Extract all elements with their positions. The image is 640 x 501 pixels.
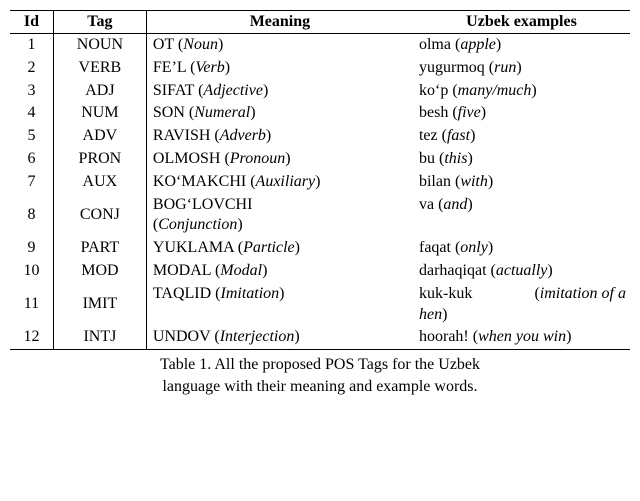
cell-id: 1 bbox=[10, 34, 53, 57]
table-row: 6PRONOLMOSH (Pronoun)bu (this) bbox=[10, 148, 630, 171]
cell-ex: darhaqiqat (actually) bbox=[413, 260, 630, 283]
cell-mean: KO‘MAKCHI (Auxiliary) bbox=[146, 171, 413, 194]
cell-id: 11 bbox=[10, 283, 53, 327]
cell-tag: PART bbox=[53, 237, 146, 260]
cell-id: 8 bbox=[10, 194, 53, 238]
table-row: 1NOUNOT (Noun)olma (apple) bbox=[10, 34, 630, 57]
cell-ex: yugurmoq (run) bbox=[413, 57, 630, 80]
cell-ex: kuk-kuk (imitation of ahen) bbox=[413, 283, 630, 327]
header-meaning: Meaning bbox=[146, 11, 413, 34]
cell-tag: PRON bbox=[53, 148, 146, 171]
cell-mean: YUKLAMA (Particle) bbox=[146, 237, 413, 260]
cell-mean: MODAL (Modal) bbox=[146, 260, 413, 283]
cell-tag: MOD bbox=[53, 260, 146, 283]
cell-id: 4 bbox=[10, 102, 53, 125]
cell-ex: ko‘p (many/much) bbox=[413, 80, 630, 103]
cell-ex: va (and) bbox=[413, 194, 630, 238]
cell-mean: OLMOSH (Pronoun) bbox=[146, 148, 413, 171]
caption-line-2: language with their meaning and example … bbox=[162, 378, 477, 395]
header-tag: Tag bbox=[53, 11, 146, 34]
cell-ex: faqat (only) bbox=[413, 237, 630, 260]
header-id: Id bbox=[10, 11, 53, 34]
cell-ex: bilan (with) bbox=[413, 171, 630, 194]
pos-tags-table: Id Tag Meaning Uzbek examples 1NOUNOT (N… bbox=[10, 10, 630, 350]
cell-mean: RAVISH (Adverb) bbox=[146, 125, 413, 148]
cell-tag: INTJ bbox=[53, 326, 146, 349]
header-examples: Uzbek examples bbox=[413, 11, 630, 34]
cell-mean: BOG‘LOVCHI(Conjunction) bbox=[146, 194, 413, 238]
cell-mean: UNDOV (Interjection) bbox=[146, 326, 413, 349]
table-row: 8CONJBOG‘LOVCHI(Conjunction)va (and) bbox=[10, 194, 630, 238]
caption-line-1: Table 1. All the proposed POS Tags for t… bbox=[160, 356, 480, 373]
table-row: 10MODMODAL (Modal)darhaqiqat (actually) bbox=[10, 260, 630, 283]
cell-id: 3 bbox=[10, 80, 53, 103]
cell-tag: ADV bbox=[53, 125, 146, 148]
cell-id: 7 bbox=[10, 171, 53, 194]
cell-tag: CONJ bbox=[53, 194, 146, 238]
cell-tag: IMIT bbox=[53, 283, 146, 327]
table-row: 3ADJSIFAT (Adjective)ko‘p (many/much) bbox=[10, 80, 630, 103]
table-row: 7AUXKO‘MAKCHI (Auxiliary)bilan (with) bbox=[10, 171, 630, 194]
cell-tag: ADJ bbox=[53, 80, 146, 103]
cell-mean: SIFAT (Adjective) bbox=[146, 80, 413, 103]
cell-mean: FE’L (Verb) bbox=[146, 57, 413, 80]
cell-ex: tez (fast) bbox=[413, 125, 630, 148]
cell-tag: NOUN bbox=[53, 34, 146, 57]
table-row: 11IMITTAQLID (Imitation)kuk-kuk (imitati… bbox=[10, 283, 630, 327]
header-row: Id Tag Meaning Uzbek examples bbox=[10, 11, 630, 34]
cell-tag: VERB bbox=[53, 57, 146, 80]
table-row: 5ADVRAVISH (Adverb)tez (fast) bbox=[10, 125, 630, 148]
cell-mean: TAQLID (Imitation) bbox=[146, 283, 413, 327]
cell-ex: besh (five) bbox=[413, 102, 630, 125]
cell-ex: olma (apple) bbox=[413, 34, 630, 57]
table-row: 12INTJUNDOV (Interjection)hoorah! (when … bbox=[10, 326, 630, 349]
cell-mean: OT (Noun) bbox=[146, 34, 413, 57]
cell-id: 10 bbox=[10, 260, 53, 283]
cell-ex: bu (this) bbox=[413, 148, 630, 171]
cell-id: 12 bbox=[10, 326, 53, 349]
cell-id: 5 bbox=[10, 125, 53, 148]
table-row: 9PARTYUKLAMA (Particle)faqat (only) bbox=[10, 237, 630, 260]
cell-id: 6 bbox=[10, 148, 53, 171]
cell-tag: AUX bbox=[53, 171, 146, 194]
table-caption: Table 1. All the proposed POS Tags for t… bbox=[10, 354, 630, 397]
table-row: 4NUMSON (Numeral)besh (five) bbox=[10, 102, 630, 125]
cell-id: 9 bbox=[10, 237, 53, 260]
cell-tag: NUM bbox=[53, 102, 146, 125]
cell-id: 2 bbox=[10, 57, 53, 80]
cell-ex: hoorah! (when you win) bbox=[413, 326, 630, 349]
cell-mean: SON (Numeral) bbox=[146, 102, 413, 125]
table-row: 2VERBFE’L (Verb)yugurmoq (run) bbox=[10, 57, 630, 80]
